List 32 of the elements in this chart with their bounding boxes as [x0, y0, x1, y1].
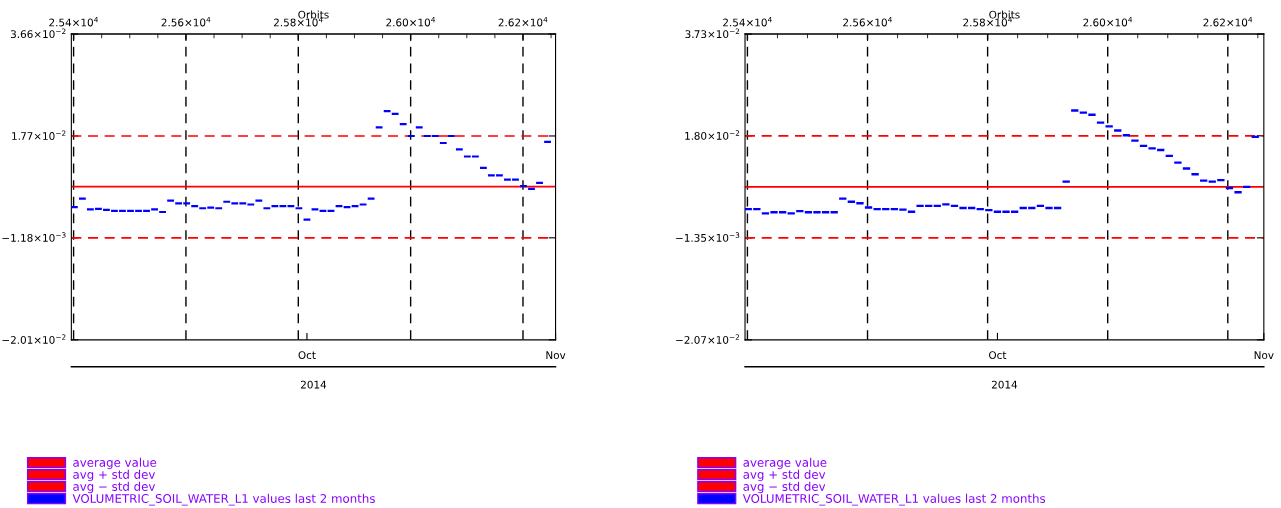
x-tick-label: Nov [546, 351, 566, 360]
x2-tick-label: 2.60×10$^{4}$ [1083, 16, 1133, 27]
x2-axis-title: Orbits [989, 10, 1020, 19]
x2-tick-label: 2.54×10$^{4}$ [49, 16, 98, 27]
x2-tick-label: 2.62×10$^{4}$ [498, 16, 548, 27]
legend-label: avg − std dev [73, 481, 156, 494]
x2-tick-label: 2.54×10$^{4}$ [723, 16, 772, 27]
legend-label: avg + std dev [743, 469, 826, 482]
y-tick-label: 1.77×10$^{−2}$ [12, 130, 66, 140]
x-axis-title: 2014 [991, 380, 1018, 389]
legend-label: average value [73, 457, 157, 470]
legend-label: average value [743, 457, 827, 470]
legend-label: VOLUMETRIC_SOIL_WATER_L1 values last 2 months [72, 493, 375, 506]
y-tick-label: 3.66×10$^{−2}$ [10, 28, 66, 39]
x-tick-label: Oct [989, 351, 1007, 360]
x2-tick-label: 2.60×10$^{4}$ [386, 16, 436, 27]
legend-label: avg − std dev [743, 481, 826, 494]
legend-label: VOLUMETRIC_SOIL_WATER_L1 values last 2 months [742, 493, 1046, 506]
x-tick-label: Nov [1254, 351, 1274, 360]
legend-label: avg + std dev [73, 469, 156, 482]
x2-axis-title: Orbits [298, 10, 329, 19]
y-tick-label: 3.73×10$^{−2}$ [685, 28, 740, 39]
x-axis-title: 2014 [300, 380, 327, 389]
y-tick-label: −1.18×10$^{−3}$ [2, 232, 66, 242]
y-tick-label: −1.35×10$^{−3}$ [676, 232, 740, 242]
x2-tick-label: 2.56×10$^{4}$ [161, 16, 211, 27]
y-tick-label: −2.07×10$^{−2}$ [676, 334, 740, 344]
y-tick-label: −2.01×10$^{−2}$ [2, 334, 66, 344]
y-tick-label: 1.80×10$^{−2}$ [685, 130, 740, 140]
x2-tick-label: 2.62×10$^{4}$ [1203, 16, 1253, 27]
x2-tick-label: 2.56×10$^{4}$ [843, 16, 892, 27]
x-tick-label: Oct [298, 351, 316, 360]
